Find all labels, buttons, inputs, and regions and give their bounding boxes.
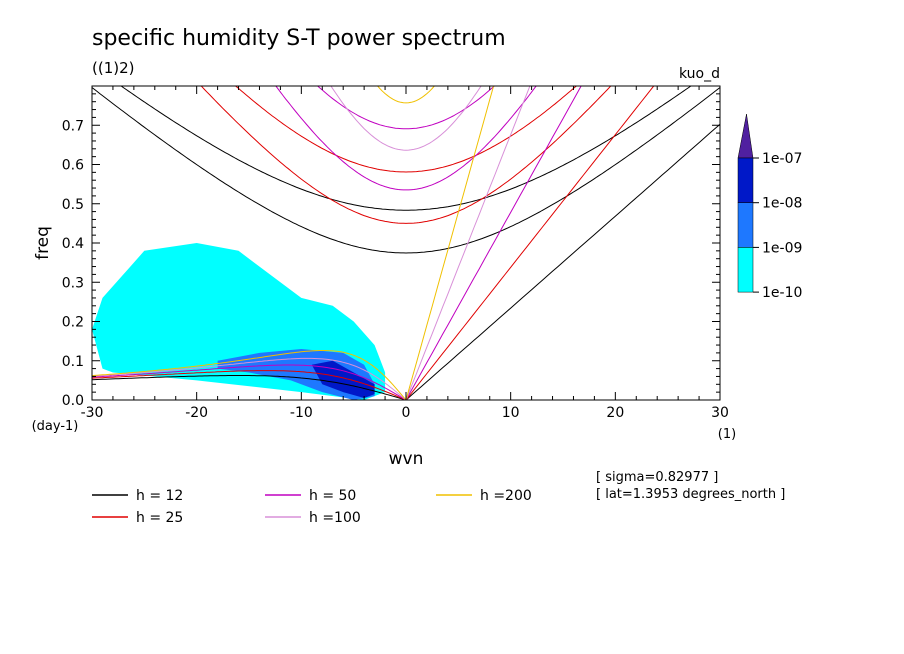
curve-h100-rossby-n1 <box>92 357 407 400</box>
y-tick-label: 0.2 <box>62 315 84 331</box>
y-tick-label: 0.3 <box>62 275 84 291</box>
chart-subtitle: ((1)2) <box>92 59 135 77</box>
curve-h25-ig-n1 <box>200 86 612 224</box>
curve-h50-kelvin <box>405 86 582 400</box>
x-tick-label: -10 <box>290 405 313 421</box>
corner-label: kuo_d <box>679 66 720 82</box>
colorbar-segment <box>737 247 754 293</box>
colorbar-label: 1e-09 <box>762 240 802 256</box>
x-tick-label: 0 <box>402 405 411 421</box>
colorbar-segment <box>737 202 754 248</box>
curve-h25-ig-n2 <box>234 86 578 173</box>
y-tick-label: 0.4 <box>62 236 84 252</box>
x-tick-label: 30 <box>711 405 729 421</box>
legend-label-h12: h = 12 <box>136 488 183 504</box>
colorbar: 1e-07 1e-08 1e-09 1e-10 <box>737 113 802 301</box>
annotation-sigma: [ sigma=0.82977 ] <box>596 470 718 485</box>
x-tick-label: -30 <box>81 405 104 421</box>
y-axis-label: freq <box>33 226 53 260</box>
x-axis-label: wvn <box>389 449 424 469</box>
legend: h = 12 h = 25 h = 50 h =100 h =200 <box>92 488 532 526</box>
x-tick-label: -20 <box>185 405 208 421</box>
legend-label-h100: h =100 <box>309 510 361 526</box>
curve-h25-rossby-n1 <box>92 370 407 400</box>
curve-h100-ig-n1 <box>330 86 482 151</box>
curve-h12-kelvin <box>405 123 720 400</box>
y-tick-label: 0.5 <box>62 197 84 213</box>
curve-h50-rossby-n1 <box>92 364 407 400</box>
y-tick-label: 0.7 <box>62 118 84 134</box>
curve-h200-ig-n2 <box>92 0 720 17</box>
x-tick-label: 20 <box>606 405 624 421</box>
colorbar-segment <box>737 157 754 203</box>
curve-h50-ig-n1 <box>275 86 537 191</box>
curve-h12-rossby-n1 <box>92 375 407 400</box>
colorbar-label: 1e-08 <box>762 196 802 212</box>
curve-h50-ig-n2 <box>316 86 496 130</box>
x-axis-unit: (1) <box>718 427 736 442</box>
y-tick-label: 0.6 <box>62 158 84 174</box>
curve-h25-kelvin <box>405 86 655 400</box>
curve-h12-ig-n2 <box>120 86 692 211</box>
chart-title: specific humidity S-T power spectrum <box>92 26 506 51</box>
legend-label-h200: h =200 <box>480 488 532 504</box>
legend-label-h25: h = 25 <box>136 510 183 526</box>
legend-label-h50: h = 50 <box>309 488 356 504</box>
curve-h100-kelvin <box>405 86 531 400</box>
x-tick-label: 10 <box>502 405 520 421</box>
y-tick-label: 0.1 <box>62 354 84 370</box>
colorbar-label: 1e-10 <box>762 285 802 301</box>
colorbar-arrow <box>737 113 754 159</box>
curve-h200-kelvin <box>405 86 495 400</box>
shaded-region-1e-08 <box>311 360 375 398</box>
y-tick-label: 0.0 <box>62 393 84 409</box>
y-axis-unit: (day-1) <box>32 419 79 434</box>
curve-h200-rossby-n1 <box>92 350 407 400</box>
curve-h12-ig-n1 <box>92 87 720 254</box>
curve-h200-ig-n1 <box>376 86 436 104</box>
colorbar-label: 1e-07 <box>762 151 802 167</box>
annotation-lat: [ lat=1.3953 degrees_north ] <box>596 487 785 502</box>
